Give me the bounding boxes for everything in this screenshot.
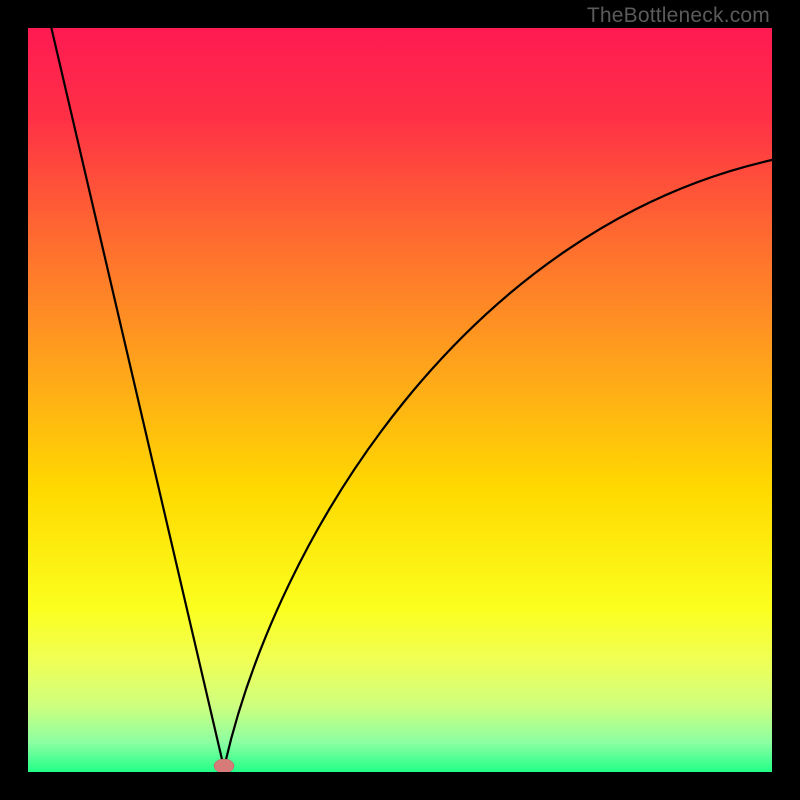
plot-area	[28, 28, 772, 772]
chart-frame: TheBottleneck.com	[0, 0, 800, 800]
vertex-marker	[214, 759, 234, 772]
bottleneck-curve	[28, 28, 772, 772]
watermark-text: TheBottleneck.com	[587, 4, 770, 28]
